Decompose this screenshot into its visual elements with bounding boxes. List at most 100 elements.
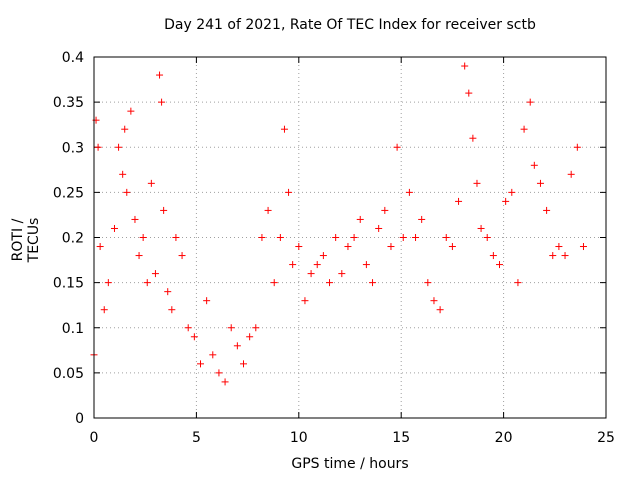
data-point — [387, 243, 395, 251]
data-point — [280, 125, 288, 133]
data-point — [252, 324, 260, 332]
data-point — [555, 243, 563, 251]
data-point — [313, 261, 321, 269]
data-point — [151, 270, 159, 278]
data-point — [178, 252, 186, 260]
data-point — [135, 252, 143, 260]
data-point — [115, 143, 123, 151]
data-point — [139, 234, 147, 241]
data-point — [100, 306, 108, 314]
x-tick-label: 20 — [495, 430, 513, 446]
data-point — [240, 360, 248, 368]
data-point — [172, 234, 180, 241]
data-point — [270, 279, 278, 287]
data-point — [160, 206, 168, 214]
data-point — [350, 234, 358, 241]
data-point — [369, 279, 377, 287]
data-point — [561, 252, 569, 260]
data-point — [567, 170, 575, 178]
data-point — [483, 234, 491, 241]
data-point — [465, 89, 473, 97]
x-tick-label: 10 — [290, 430, 308, 446]
data-point — [362, 261, 370, 269]
data-point — [123, 188, 131, 196]
data-point — [295, 243, 303, 251]
data-point — [158, 98, 166, 106]
data-point — [156, 71, 164, 79]
x-tick-label: 25 — [597, 430, 615, 446]
data-point — [405, 188, 413, 196]
data-point — [127, 107, 135, 115]
y-tick-label: 0.25 — [53, 185, 84, 201]
data-point — [412, 234, 420, 241]
data-point — [526, 98, 534, 106]
data-point — [514, 279, 522, 287]
x-tick-label: 5 — [192, 430, 201, 446]
y-tick-label: 0 — [75, 411, 84, 427]
data-point — [164, 288, 172, 296]
data-point — [233, 342, 241, 350]
data-point — [477, 224, 485, 232]
data-point — [356, 215, 364, 223]
data-point — [393, 143, 401, 151]
data-point — [203, 297, 211, 305]
data-point — [227, 324, 235, 332]
data-point — [131, 215, 139, 223]
data-point — [573, 143, 581, 151]
data-point — [381, 206, 389, 214]
x-axis-label: GPS time / hours — [291, 456, 409, 472]
data-point — [301, 297, 309, 305]
data-point — [520, 125, 528, 133]
data-point — [455, 197, 463, 205]
data-point — [285, 188, 293, 196]
data-point — [430, 297, 438, 305]
data-point — [473, 179, 481, 187]
y-tick-label: 0.35 — [53, 95, 84, 111]
data-point — [496, 261, 504, 269]
data-point — [326, 279, 334, 287]
data-point — [110, 224, 118, 232]
data-point — [147, 179, 155, 187]
data-point — [461, 62, 469, 70]
data-point — [276, 234, 284, 241]
data-point — [168, 306, 176, 314]
x-tick-label: 0 — [90, 430, 99, 446]
data-point — [289, 261, 297, 269]
data-point — [448, 243, 456, 251]
y-tick-label: 0.1 — [62, 321, 84, 337]
data-point — [143, 279, 151, 287]
data-point — [119, 170, 127, 178]
data-point — [338, 270, 346, 278]
data-point — [96, 243, 104, 251]
data-point — [543, 206, 551, 214]
data-point — [375, 224, 383, 232]
data-point — [94, 143, 102, 151]
data-point — [258, 234, 266, 241]
data-point — [104, 279, 112, 287]
data-point — [508, 188, 516, 196]
data-point — [184, 324, 192, 332]
data-point — [332, 234, 340, 241]
data-point — [579, 243, 587, 251]
plot-border — [93, 56, 607, 419]
data-point — [436, 306, 444, 314]
data-point — [221, 378, 229, 386]
x-tick-label: 15 — [392, 430, 410, 446]
data-point — [264, 206, 272, 214]
data-point — [319, 252, 327, 260]
data-point — [121, 125, 129, 133]
data-point — [424, 279, 432, 287]
data-point — [530, 161, 538, 169]
y-tick-label: 0.05 — [53, 366, 84, 382]
data-point — [549, 252, 557, 260]
data-point — [196, 360, 204, 368]
y-tick-label: 0.15 — [53, 276, 84, 292]
data-point — [399, 234, 407, 241]
data-point — [246, 333, 254, 341]
data-point — [307, 270, 315, 278]
y-tick-label: 0.2 — [62, 231, 84, 247]
data-point — [344, 243, 352, 251]
y-tick-label: 0.4 — [62, 50, 84, 66]
data-point — [469, 134, 477, 142]
